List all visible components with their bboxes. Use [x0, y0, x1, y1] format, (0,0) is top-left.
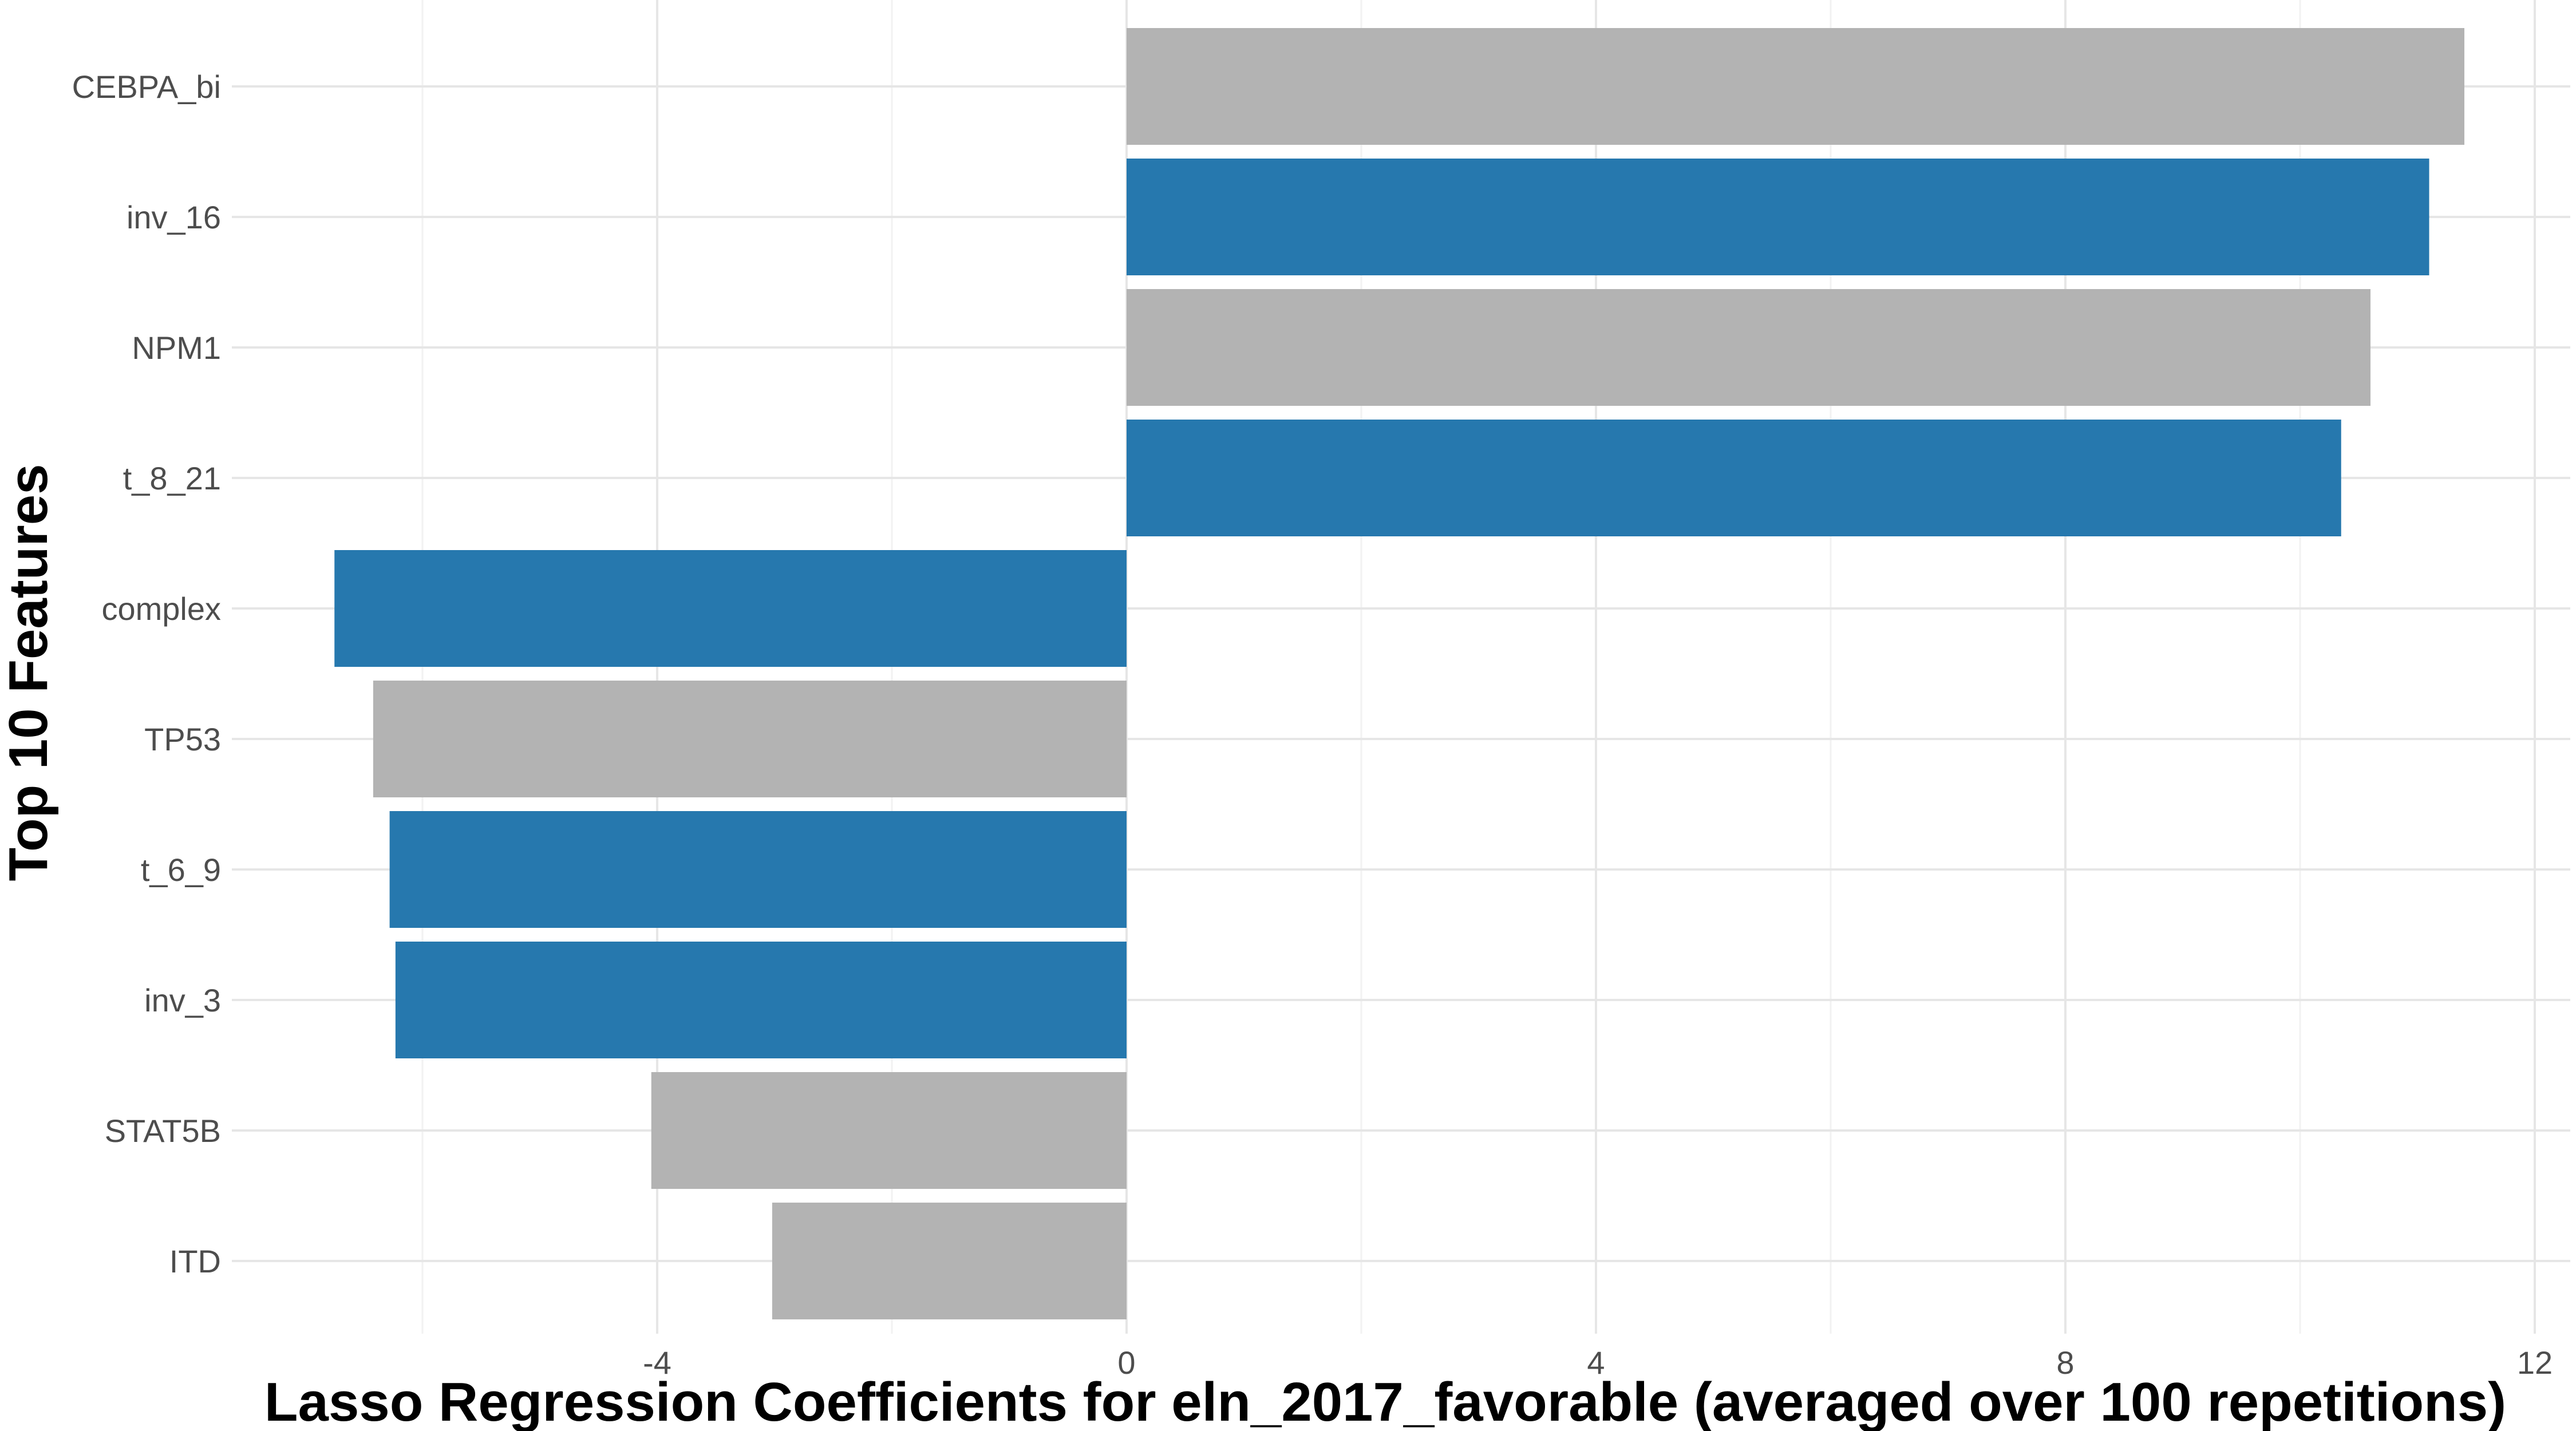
bar-cebpa-bi: [1127, 28, 2464, 145]
bar-inv-16: [1127, 159, 2429, 275]
bar-t-6-9: [389, 811, 1127, 928]
y-tick-label: t_6_9: [141, 852, 221, 888]
x-tick-label: 4: [1587, 1345, 1605, 1381]
bar-t-8-21: [1127, 420, 2341, 536]
y-tick-label: ITD: [169, 1243, 221, 1279]
bar-tp53: [373, 681, 1127, 797]
bar-itd: [772, 1203, 1127, 1319]
bar-complex: [334, 550, 1127, 667]
y-tick-label: NPM1: [132, 330, 221, 366]
x-tick-label: -4: [643, 1345, 671, 1381]
bars: [334, 28, 2464, 1319]
y-axis-title: Top 10 Features: [0, 464, 59, 881]
x-tick-label: 8: [2056, 1345, 2074, 1381]
x-tick-label: 12: [2517, 1345, 2553, 1381]
y-tick-label: TP53: [144, 721, 221, 757]
bar-stat5b: [651, 1072, 1127, 1189]
y-tick-label: inv_3: [144, 982, 221, 1018]
bar-inv-3: [395, 942, 1127, 1058]
y-tick-label: STAT5B: [105, 1113, 221, 1149]
y-tick-label: inv_16: [127, 199, 221, 235]
x-tick-labels: -4 0 4 8 12: [643, 1345, 2553, 1381]
y-tick-label: complex: [101, 591, 221, 627]
bar-npm1: [1127, 289, 2370, 406]
y-tick-label: t_8_21: [123, 460, 221, 496]
y-tick-label: CEBPA_bi: [72, 69, 221, 105]
x-tick-label: 0: [1117, 1345, 1135, 1381]
x-axis-title: Lasso Regression Coefficients for eln_20…: [264, 1371, 2506, 1431]
